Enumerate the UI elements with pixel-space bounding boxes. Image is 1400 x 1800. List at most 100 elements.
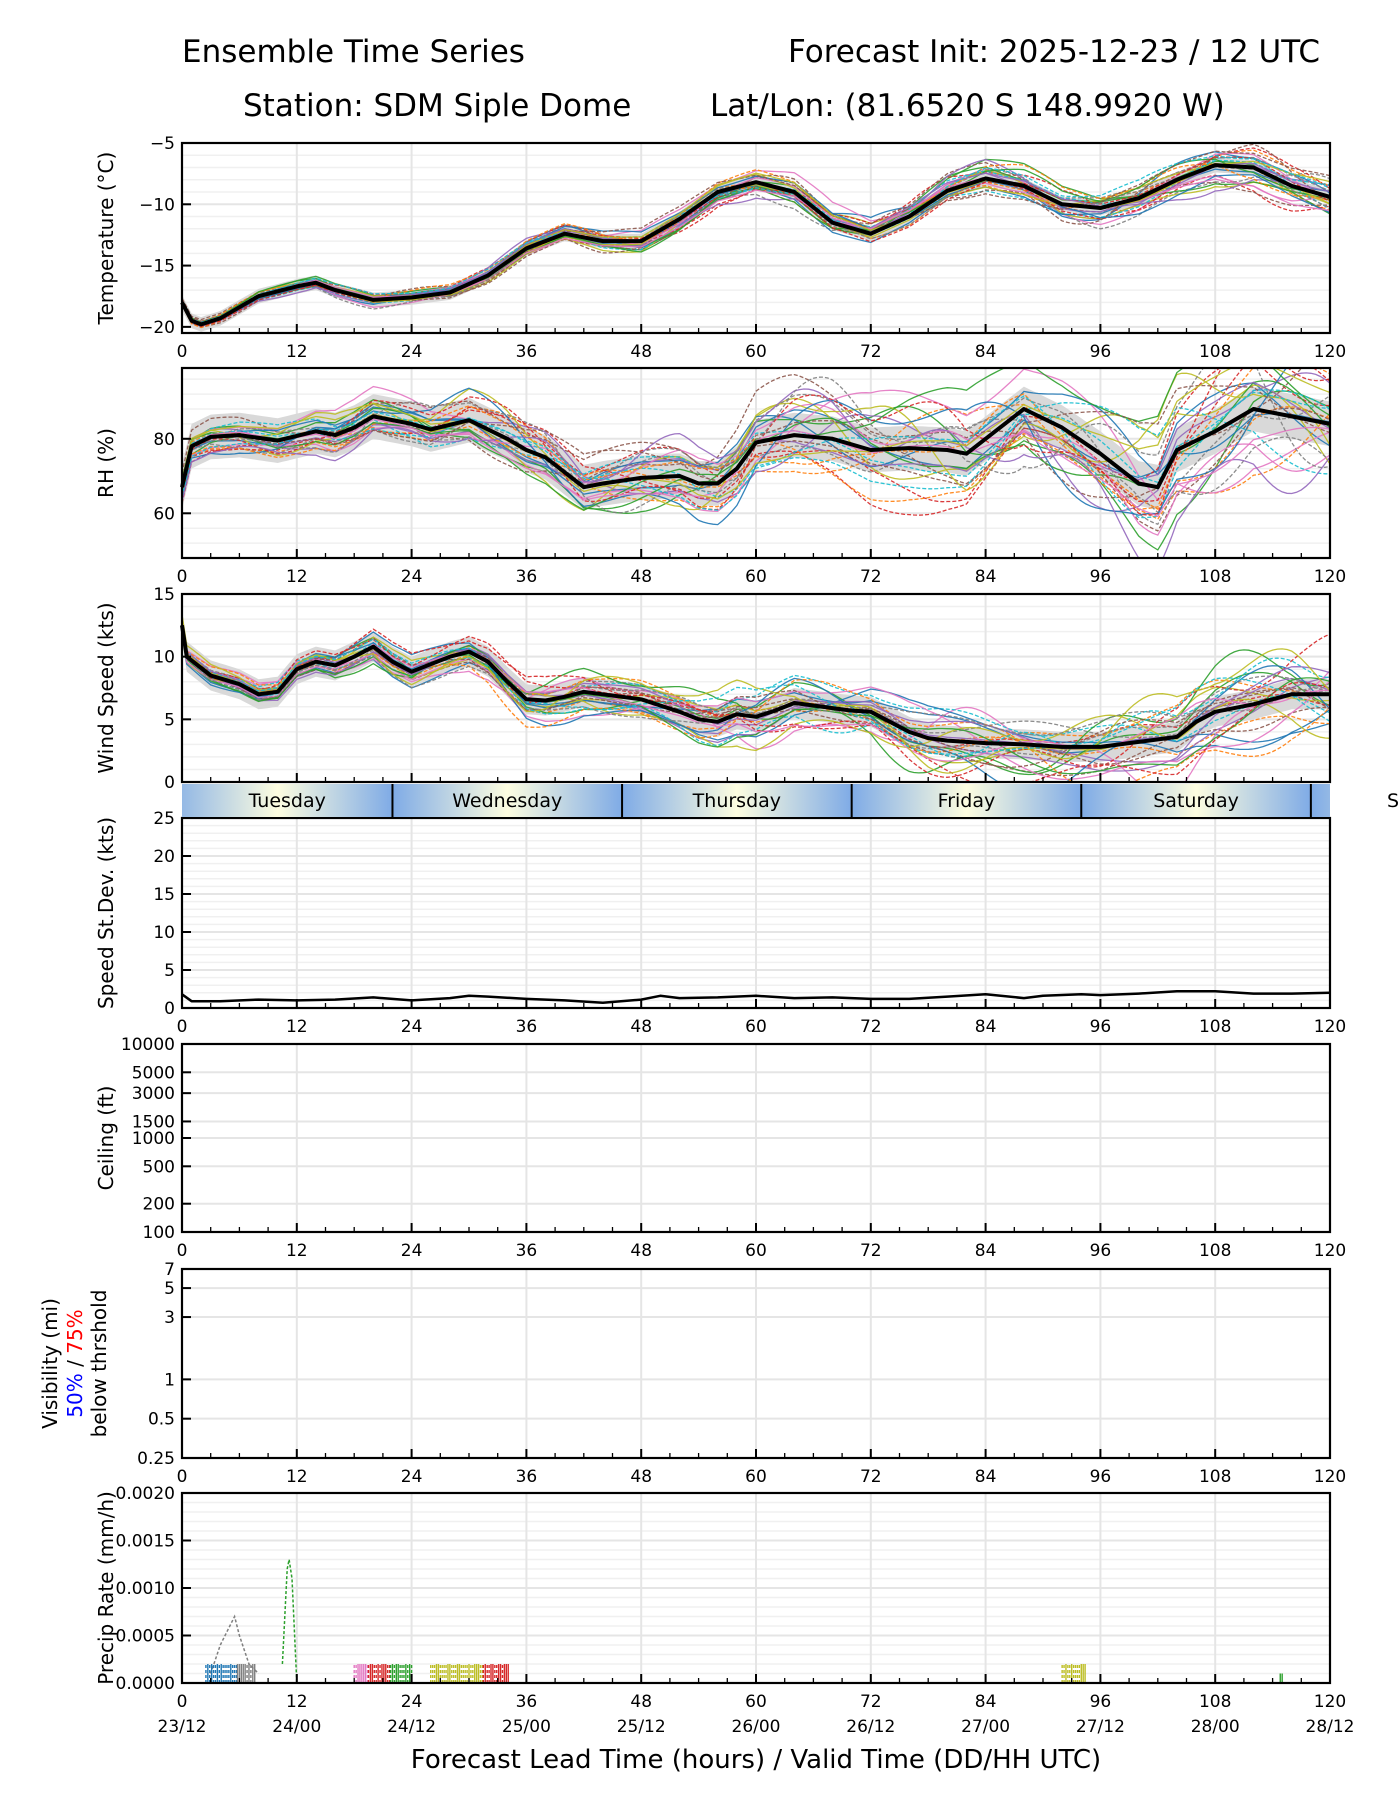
day-segment — [182, 784, 393, 817]
y-tick-label: 7 — [164, 1260, 175, 1280]
x-tick-label: 0 — [177, 1467, 188, 1487]
x-tick-label: 96 — [1090, 342, 1112, 362]
ensemble-member-line — [182, 368, 1330, 516]
x-tick-labels: 0 12 24 36 48 60 72 84 96 108 120 — [177, 1241, 1347, 1261]
y-tick-label: 15 — [153, 885, 175, 905]
x-tick-label: 84 — [975, 1692, 997, 1712]
x-tick-label: 12 — [286, 1241, 308, 1261]
x-tick-label: 120 — [1314, 1692, 1346, 1712]
x-tick-label: 0 — [177, 342, 188, 362]
y-tick-label: 500 — [143, 1157, 175, 1177]
x-tick-label: 60 — [745, 567, 767, 587]
x-tick-label: 0 — [177, 1692, 188, 1712]
x-tick-label: 108 — [1199, 1692, 1231, 1712]
y-tick-label: −10 — [139, 195, 175, 215]
ensemble-member-line — [182, 614, 1330, 774]
y-axis-label: Speed St.Dev. (kts) — [94, 817, 118, 1009]
ensemble-member-line — [182, 627, 1330, 742]
x-tick-date-label: 26/12 — [846, 1717, 895, 1737]
x-tick-labels: 0 12 24 36 48 60 72 84 96 108 120 — [177, 567, 1347, 587]
y-tick-label: 0.25 — [137, 1449, 175, 1469]
y-tick-label: 3 — [164, 1308, 175, 1328]
y-tick-label: 100 — [143, 1223, 175, 1243]
x-tick-label: 120 — [1314, 1467, 1346, 1487]
y-tick-label: 1000 — [132, 1129, 175, 1149]
threshold-legend: 50% / 75% — [63, 1309, 87, 1417]
x-tick-date-label: 27/00 — [961, 1717, 1010, 1737]
ensemble-member-line — [182, 632, 1330, 752]
x-tick-label: 84 — [975, 1017, 997, 1037]
ensemble-member-line — [182, 384, 1330, 489]
x-tick-label: 48 — [630, 567, 652, 587]
panel-wind_speed: 0 5 10 15 Wind Speed (kts) — [94, 585, 1332, 793]
day-label-friday: Friday — [938, 790, 996, 812]
x-tick-label: 12 — [286, 1017, 308, 1037]
y-tick-label: 3000 — [132, 1084, 175, 1104]
panel-precip_rate: 0.0000 0.0005 0.0010 0.0015 0.0020 0 23/12 12 24… — [94, 1484, 1355, 1775]
x-tick-label: 72 — [860, 567, 882, 587]
day-label-thursday: Thursday — [692, 790, 781, 812]
x-tick-label: 120 — [1314, 1241, 1346, 1261]
x-tick-label: 12 — [286, 1467, 308, 1487]
y-ticks: 0 5 10 15 — [153, 585, 191, 793]
x-tick-date-label: 24/12 — [387, 1717, 436, 1737]
ensemble-member-line — [182, 623, 1330, 782]
x-tick-date-label: 28/12 — [1306, 1717, 1355, 1737]
ensemble-member-line — [182, 368, 1330, 511]
x-ticks — [181, 999, 1331, 1008]
x-tick-label: 48 — [630, 1017, 652, 1037]
x-tick-label: 96 — [1090, 1241, 1112, 1261]
x-tick-label: 60 — [745, 342, 767, 362]
x-tick-date-label: 23/12 — [158, 1717, 207, 1737]
day-bar: Tuesday Wednesday Thursday Friday Saturday S — [182, 784, 1399, 817]
ensemble-member-line — [182, 624, 1330, 756]
major-grid — [181, 817, 1331, 1009]
ensemble-mean-line — [181, 990, 1331, 1004]
chart-title: Ensemble Time Series — [182, 34, 525, 70]
x-tick-label: 12 — [286, 567, 308, 587]
y-tick-label: 0.0020 — [116, 1484, 175, 1504]
y-axis-label: Visibility (mi) — [38, 1298, 62, 1429]
ensemble-member-line — [182, 389, 1330, 511]
ensemble-member-line — [182, 626, 1330, 782]
y-tick-label: −15 — [139, 257, 175, 277]
x-axis-label: Forecast Lead Time (hours) / Valid Time … — [411, 1745, 1101, 1775]
x-tick-label: 36 — [516, 1241, 538, 1261]
legend-75pct: 75% — [63, 1309, 87, 1353]
x-tick-label: 96 — [1090, 1467, 1112, 1487]
ensemble-member-line — [182, 623, 1330, 756]
panel-rh: 60 80 0 12 24 36 48 60 72 84 96 108 120 RH (%) — [94, 366, 1347, 587]
y-tick-label: 15 — [153, 585, 175, 605]
day-segment — [1081, 784, 1311, 817]
y-tick-label: 0.5 — [148, 1410, 175, 1430]
y-tick-label: −5 — [150, 134, 175, 154]
y-tick-label: 10 — [153, 648, 175, 668]
x-tick-label: 72 — [860, 1467, 882, 1487]
x-ticks — [181, 1449, 1331, 1458]
y-axis-label: Precip Rate (mm/h) — [94, 1491, 118, 1685]
y-ticks: −5 −10 −15 −20 — [139, 134, 191, 338]
x-tick-label: 12 — [286, 342, 308, 362]
x-ticks — [181, 324, 1331, 333]
y-ticks: 60 80 — [153, 430, 191, 524]
ensemble-member-line — [182, 372, 1330, 511]
x-tick-date-label: 24/00 — [272, 1717, 321, 1737]
y-tick-label: 5 — [164, 961, 175, 981]
x-tick-labels: 0 23/12 12 24/00 24 24/12 36 25/00 48 25/12 60 26/0… — [158, 1692, 1355, 1737]
y-tick-label: 0.0010 — [116, 1579, 175, 1599]
x-tick-labels: 0 12 24 36 48 60 72 84 96 108 120 — [177, 1017, 1347, 1037]
y-axis-label: RH (%) — [94, 428, 118, 498]
ensemble-member-line — [182, 402, 1330, 485]
y-ticks: 0.0000 0.0005 0.0010 0.0015 0.0020 — [116, 1484, 191, 1694]
major-grid — [181, 1268, 1331, 1459]
y-tick-label: 0 — [164, 773, 175, 793]
panel-visibility: 0.25 0.5 1 3 57 0 12 24 36 48 60 72 84 96 108 120 Visibi… — [38, 1260, 1346, 1487]
y-tick-label: 0.0005 — [116, 1627, 175, 1647]
x-tick-date-label: 25/00 — [502, 1717, 551, 1737]
x-tick-label: 48 — [630, 1692, 652, 1712]
y-ticks: 0 5 10 15 20 25 — [153, 809, 191, 1019]
x-tick-label: 72 — [860, 1241, 882, 1261]
panel-temperature: −5 −10 −15 −200 12 24 36 48 60 72 84 96 108 120 Temper… — [94, 134, 1346, 362]
